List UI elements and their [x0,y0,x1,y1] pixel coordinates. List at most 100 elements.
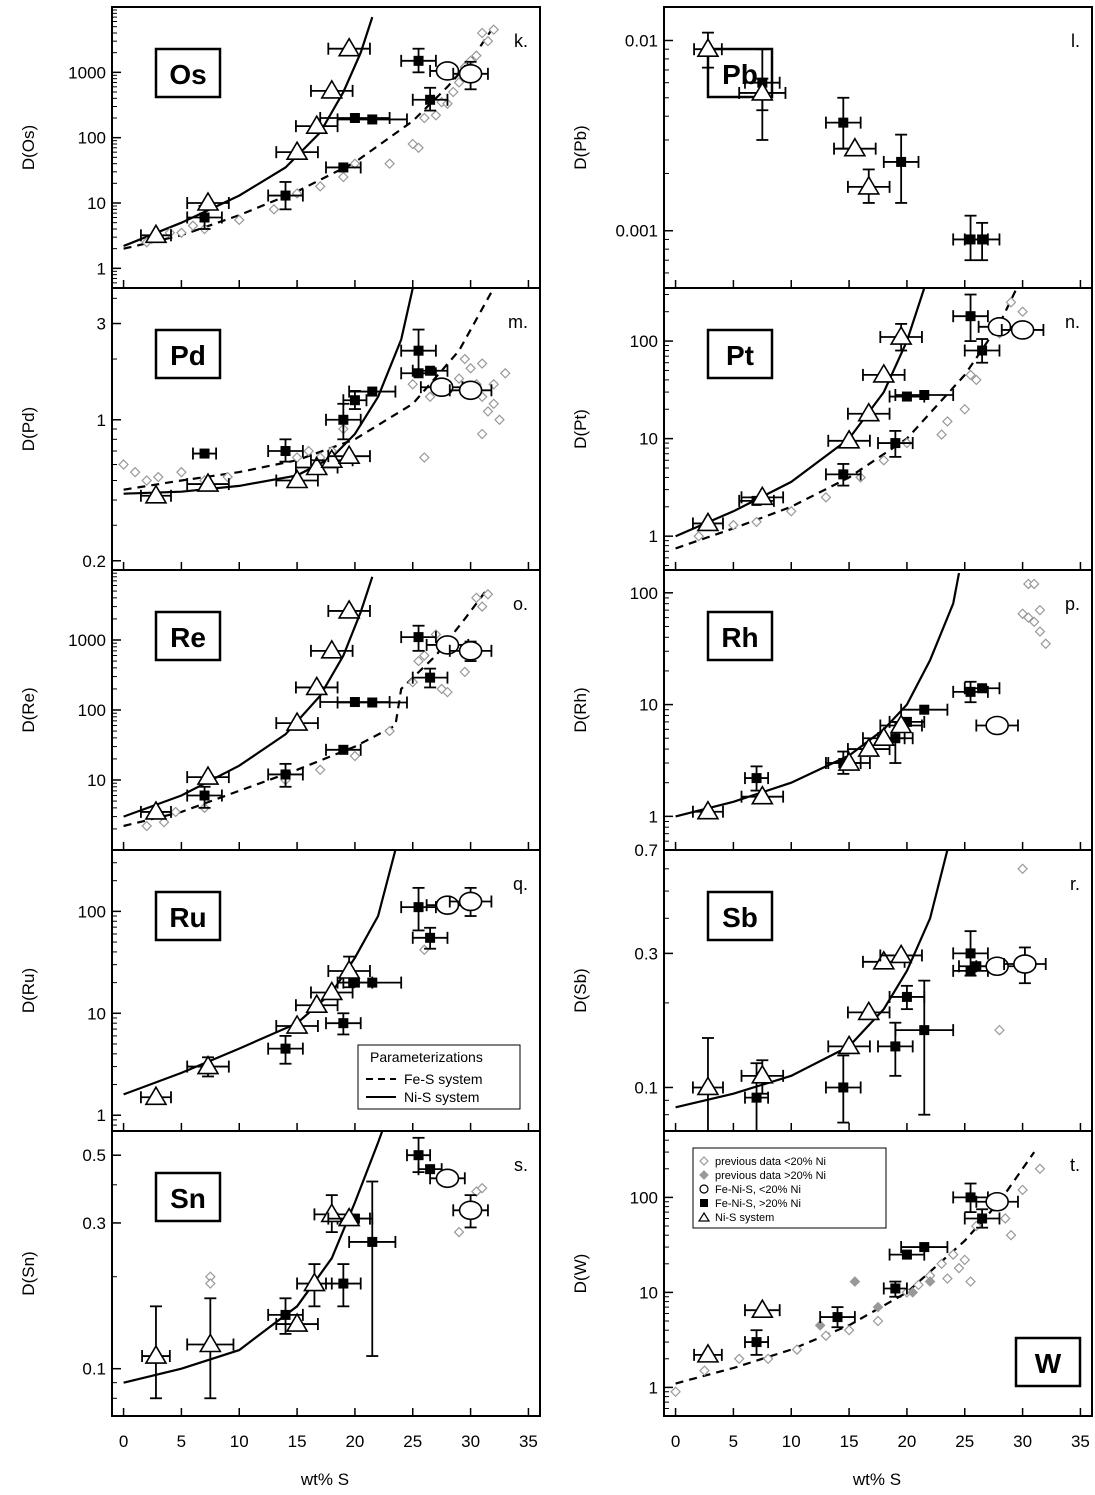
fe-ni-s-gt20-point [367,114,378,125]
previous-data-lt20-point [459,666,471,678]
previous-data-lt20-point [418,112,430,124]
ni-s-point [337,37,361,57]
y-tick-label: 1 [97,259,106,278]
ni-s-parameterization-curve [675,572,961,818]
x-tick-label: 25 [955,1432,974,1451]
previous-data-lt20-point [953,1262,965,1274]
previous-data-lt20-point [176,227,187,239]
plot-area [123,1131,489,1400]
panel-pb: 0.001 0.01 D(Pb) l. Pb [571,6,1093,289]
previous-data-lt20-point [942,1273,953,1284]
previous-data-lt20-point [959,403,971,415]
previous-data-lt20-point [999,1213,1011,1224]
previous-data-lt20-point [785,505,797,517]
x-tick-label: 30 [1013,1432,1032,1451]
fe-ni-s-gt20-point [367,1236,378,1247]
ni-s-point [198,1332,222,1353]
fe-ni-s-lt20-point [435,1168,460,1189]
previous-data-lt20-point [349,750,361,762]
element-label: Os [169,59,206,90]
y-axis-label: D(Ru) [19,968,38,1013]
fe-ni-s-gt20-point [425,1164,436,1175]
fe-ni-s-gt20-point [919,1025,930,1036]
fe-ni-s-gt20-point [338,744,349,755]
previous-data-lt20-point [303,445,314,457]
panel-re: 10 100 1000 D(Re) o. Re [19,569,541,851]
y-tick-label: 100 [78,902,106,921]
previous-data-lt20-point [407,378,419,390]
x-tick-label: 35 [1071,1432,1090,1451]
previous-data-lt20-point [291,188,303,199]
fe-ni-s-gt20-point [280,769,291,780]
panel-pd: 0.2 1 3 D(Pd) m. Pd [19,287,541,571]
panel-sb: 0.1 0.3 0.7 D(Sb) r. Sb [571,841,1093,1132]
plot-area [670,1151,1046,1398]
previous-data-lt20-point [913,1279,924,1291]
fe-ni-s-gt20-point [965,686,976,697]
previous-data-lt20-point [471,592,482,604]
fe-ni-s-gt20-point [413,345,424,356]
fe-ni-s-gt20-point [280,190,291,201]
ni-s-point [857,175,881,195]
parameterization-legend-title: Parameterizations [370,1049,483,1065]
previous-data-lt20-point [970,374,982,386]
y-tick-label: 0.3 [634,944,658,963]
panel-letter-label: t. [1070,1155,1080,1175]
element-label-box [706,610,774,662]
y-axis-label: D(Pt) [571,409,590,449]
previous-data-lt20-point [791,1344,803,1355]
fe-ni-s-gt20-point [425,672,436,683]
fe-ni-s-gt20-point [977,345,988,356]
x-tick-label: 20 [345,1432,364,1451]
x-tick-label: 20 [897,1432,916,1451]
fe-ni-s-gt20-point [338,1278,349,1289]
previous-data-lt20-point [338,171,349,183]
previous-data-lt20-point [843,1324,855,1336]
ni-s-point [750,1298,774,1318]
fe-ni-s-gt20-point [901,1249,912,1260]
previous-data-lt20-point [733,1353,745,1365]
fe-ni-s-gt20-point [890,438,901,449]
x-axis-label-right: wt% S [852,1470,901,1489]
fe-ni-s-gt20-point [413,55,424,66]
x-tick-label: 10 [230,1432,249,1451]
previous-data-lt20-point [418,452,430,463]
ni-s-point [144,800,168,820]
ni-s-point [750,1064,774,1084]
ni-s-point [837,751,861,771]
y-axis-label: D(Os) [19,125,38,170]
panel-w: 1 10 100 D(W) t. W [571,1130,1093,1417]
previous-data-lt20-point [476,601,488,612]
ni-s-point [843,137,867,157]
previous-data-lt20-point [268,203,280,215]
legend-ni-s-label: Ni-S system [404,1089,479,1105]
ni-s-point [285,1312,309,1332]
fe-ni-s-gt20-point [977,683,988,694]
legend-open-circle-icon [699,1184,709,1194]
y-axis-label: D(Rh) [571,687,590,732]
fe-ni-s-lt20-point [1013,954,1037,974]
element-label: Pt [726,340,754,371]
panel-letter-label: k. [514,31,528,51]
panel-frame [663,1130,1093,1417]
ni-s-point [320,448,344,469]
x-tick-label: 5 [177,1432,186,1451]
ni-s-point [837,1034,861,1055]
previous-data-lt20-point [141,820,153,832]
previous-data-lt20-point [872,1315,884,1327]
previous-data-lt20-point [222,471,234,483]
element-label: Pb [722,59,758,90]
previous-data-lt20-point [424,391,436,403]
fe-ni-s-gt20-point [919,390,930,401]
previous-data-lt20-point [418,650,430,661]
fe-ni-s-lt20-point [458,1200,483,1221]
fe-ni-s-lt20-point [435,61,460,81]
element-label-box [706,328,774,380]
fe-ni-s-gt20-point [965,948,976,959]
element-label: Sn [170,1183,206,1214]
previous-data-lt20-point [141,475,153,486]
plot-area [123,16,500,250]
fe-ni-s-lt20-point [435,895,460,915]
ni-s-parameterization-curve [675,850,949,1109]
previous-data-lt20-point [488,24,500,36]
